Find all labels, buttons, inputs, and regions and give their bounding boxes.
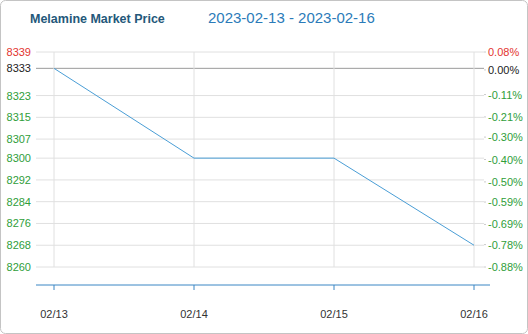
x-tick-label: 02/13 <box>40 308 68 320</box>
y2-tick-label: -0.30% <box>488 131 523 143</box>
grid-line <box>36 68 484 69</box>
y2-tick <box>484 137 486 138</box>
grid-line-vertical <box>194 52 195 267</box>
y2-tick <box>484 181 486 182</box>
y2-tick <box>484 159 486 160</box>
y2-tick-label: -0.40% <box>488 154 523 166</box>
y2-tick-label: 0.08% <box>488 46 519 58</box>
y2-tick <box>484 69 486 70</box>
y-tick-label: 8276 <box>7 217 31 229</box>
y2-tick <box>484 244 486 245</box>
y2-tick <box>484 224 486 225</box>
y2-tick-label: 0.00% <box>488 64 519 76</box>
title: Melamine Market Price <box>30 12 165 26</box>
x-tick <box>194 285 195 290</box>
grid-line <box>36 245 484 246</box>
y2-tick <box>484 202 486 203</box>
y2-tick-label: -0.11% <box>488 89 522 101</box>
grid-line <box>36 201 484 202</box>
price-line <box>54 68 474 245</box>
y-tick-label: 8307 <box>7 133 31 145</box>
y2-tick <box>484 267 486 268</box>
y-tick-label: 8292 <box>7 174 31 186</box>
y-tick-label: 8315 <box>7 111 31 123</box>
y2-tick-label: -0.78% <box>488 239 523 251</box>
x-tick-label: 02/15 <box>320 308 348 320</box>
subtitle: 2023-02-13 - 2023-02-16 <box>208 9 375 26</box>
y2-tick <box>484 116 486 117</box>
frame <box>1 1 528 334</box>
x-tick <box>334 285 335 290</box>
y2-tick <box>484 94 486 95</box>
x-tick <box>54 285 55 290</box>
y2-tick <box>484 52 486 53</box>
y-tick-label: 8284 <box>7 196 31 208</box>
y-tick-label: 8300 <box>7 152 31 164</box>
grid-line-vertical <box>334 52 335 267</box>
grid-line <box>36 179 484 180</box>
y2-tick-label: -0.21% <box>488 111 523 123</box>
grid-line-vertical <box>54 52 55 267</box>
x-tick-label: 02/14 <box>180 308 208 320</box>
y2-tick-label: -0.59% <box>488 196 523 208</box>
x-tick-label: 02/16 <box>460 308 488 320</box>
grid-line <box>36 117 484 118</box>
x-axis <box>36 285 490 286</box>
grid-line <box>36 267 484 268</box>
y2-tick-label: -0.69% <box>488 218 523 230</box>
y-tick-label: 8260 <box>7 261 31 273</box>
grid-line <box>36 95 484 96</box>
x-tick <box>474 285 475 290</box>
grid-line <box>36 52 484 53</box>
grid-line-vertical <box>474 52 475 267</box>
grid-line <box>36 223 484 224</box>
plot-area <box>54 68 474 245</box>
y2-tick-label: -0.88% <box>488 261 523 273</box>
y-tick-label: 8268 <box>7 239 31 251</box>
grid-line <box>36 139 484 140</box>
y2-tick-label: -0.50% <box>488 176 523 188</box>
chart: Melamine Market Price 2023-02-13 - 2023-0… <box>0 0 528 334</box>
y-tick-label: 8333 <box>7 62 31 74</box>
y-tick-label: 8339 <box>7 46 31 58</box>
y-tick-label: 8323 <box>7 90 31 102</box>
